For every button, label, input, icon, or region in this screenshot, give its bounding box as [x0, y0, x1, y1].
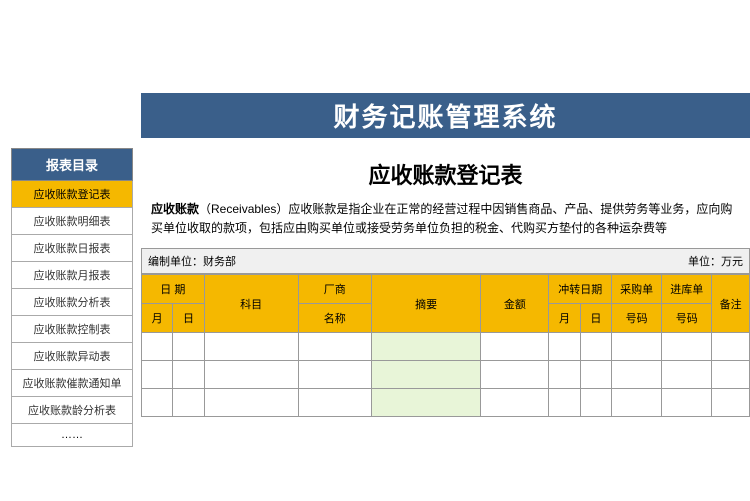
table-cell[interactable]	[549, 361, 580, 389]
table-cell[interactable]	[298, 333, 371, 361]
table-row	[142, 389, 750, 417]
table-cell[interactable]	[612, 389, 662, 417]
th-purchase: 采购单	[612, 275, 662, 304]
table-cell[interactable]	[712, 389, 750, 417]
th-day2: 日	[580, 304, 611, 333]
data-table: 日 期 科目 厂商 摘要 金额 冲转日期 采购单 进库单 备注 月 日 名称 月…	[141, 274, 750, 417]
th-summary: 摘要	[371, 275, 481, 333]
table-cell[interactable]	[371, 389, 481, 417]
sidebar-item-5[interactable]: 应收账款控制表	[11, 316, 133, 343]
table-cell[interactable]	[298, 389, 371, 417]
table-cell[interactable]	[173, 333, 204, 361]
th-amount: 金额	[481, 275, 549, 333]
table-cell[interactable]	[712, 361, 750, 389]
table-cell[interactable]	[580, 361, 611, 389]
th-month2: 月	[549, 304, 580, 333]
info-left: 编制单位：财务部	[148, 253, 236, 269]
app-header: 财务记账管理系统	[141, 93, 750, 138]
table-cell[interactable]	[204, 389, 298, 417]
table-cell[interactable]	[371, 333, 481, 361]
table-cell[interactable]	[298, 361, 371, 389]
sidebar-item-3[interactable]: 应收账款月报表	[11, 262, 133, 289]
th-day: 日	[173, 304, 204, 333]
table-cell[interactable]	[204, 361, 298, 389]
sidebar-header: 报表目录	[11, 148, 133, 181]
desc-bold: 应收账款	[151, 202, 199, 216]
th-warehouse: 进库单	[662, 275, 712, 304]
table-cell[interactable]	[549, 389, 580, 417]
th-code2: 号码	[662, 304, 712, 333]
table-cell[interactable]	[142, 333, 173, 361]
sidebar-item-0[interactable]: 应收账款登记表	[11, 181, 133, 208]
app-title: 财务记账管理系统	[333, 97, 557, 134]
table-body	[142, 333, 750, 417]
table-cell[interactable]	[173, 361, 204, 389]
th-vendor: 厂商	[298, 275, 371, 304]
sidebar-item-6[interactable]: 应收账款异动表	[11, 343, 133, 370]
main-content: 应收账款登记表 应收账款（Receivables）应收账款是指企业在正常的经营过…	[141, 148, 750, 417]
th-offset-date: 冲转日期	[549, 275, 612, 304]
sidebar-item-4[interactable]: 应收账款分析表	[11, 289, 133, 316]
th-month: 月	[142, 304, 173, 333]
table-cell[interactable]	[662, 333, 712, 361]
sidebar-item-1[interactable]: 应收账款明细表	[11, 208, 133, 235]
th-remark: 备注	[712, 275, 750, 333]
table-head: 日 期 科目 厂商 摘要 金额 冲转日期 采购单 进库单 备注 月 日 名称 月…	[142, 275, 750, 333]
th-date: 日 期	[142, 275, 205, 304]
table-cell[interactable]	[549, 333, 580, 361]
table-cell[interactable]	[371, 361, 481, 389]
table-cell[interactable]	[142, 361, 173, 389]
table-cell[interactable]	[580, 333, 611, 361]
table-cell[interactable]	[662, 389, 712, 417]
table-cell[interactable]	[204, 333, 298, 361]
table-cell[interactable]	[662, 361, 712, 389]
info-row: 编制单位：财务部 单位：万元	[141, 248, 750, 274]
table-cell[interactable]	[481, 333, 549, 361]
th-vendor-name: 名称	[298, 304, 371, 333]
page-title: 应收账款登记表	[141, 148, 750, 198]
th-code1: 号码	[612, 304, 662, 333]
table-cell[interactable]	[580, 389, 611, 417]
info-right: 单位：万元	[688, 253, 743, 269]
table-cell[interactable]	[481, 361, 549, 389]
table-row	[142, 333, 750, 361]
table-cell[interactable]	[142, 389, 173, 417]
desc-text: （Receivables）应收账款是指企业在正常的经营过程中因销售商品、产品、提…	[151, 202, 732, 235]
table-row	[142, 361, 750, 389]
page-description: 应收账款（Receivables）应收账款是指企业在正常的经营过程中因销售商品、…	[141, 198, 750, 248]
table-cell[interactable]	[481, 389, 549, 417]
table-cell[interactable]	[173, 389, 204, 417]
sidebar-item-7[interactable]: 应收账款催款通知单	[11, 370, 133, 397]
sidebar-item-2[interactable]: 应收账款日报表	[11, 235, 133, 262]
table-cell[interactable]	[712, 333, 750, 361]
sidebar: 报表目录 应收账款登记表应收账款明细表应收账款日报表应收账款月报表应收账款分析表…	[11, 148, 133, 447]
sidebar-item-8[interactable]: 应收账款龄分析表	[11, 397, 133, 424]
sidebar-ellipsis: ……	[11, 424, 133, 447]
table-cell[interactable]	[612, 361, 662, 389]
th-subject: 科目	[204, 275, 298, 333]
table-cell[interactable]	[612, 333, 662, 361]
